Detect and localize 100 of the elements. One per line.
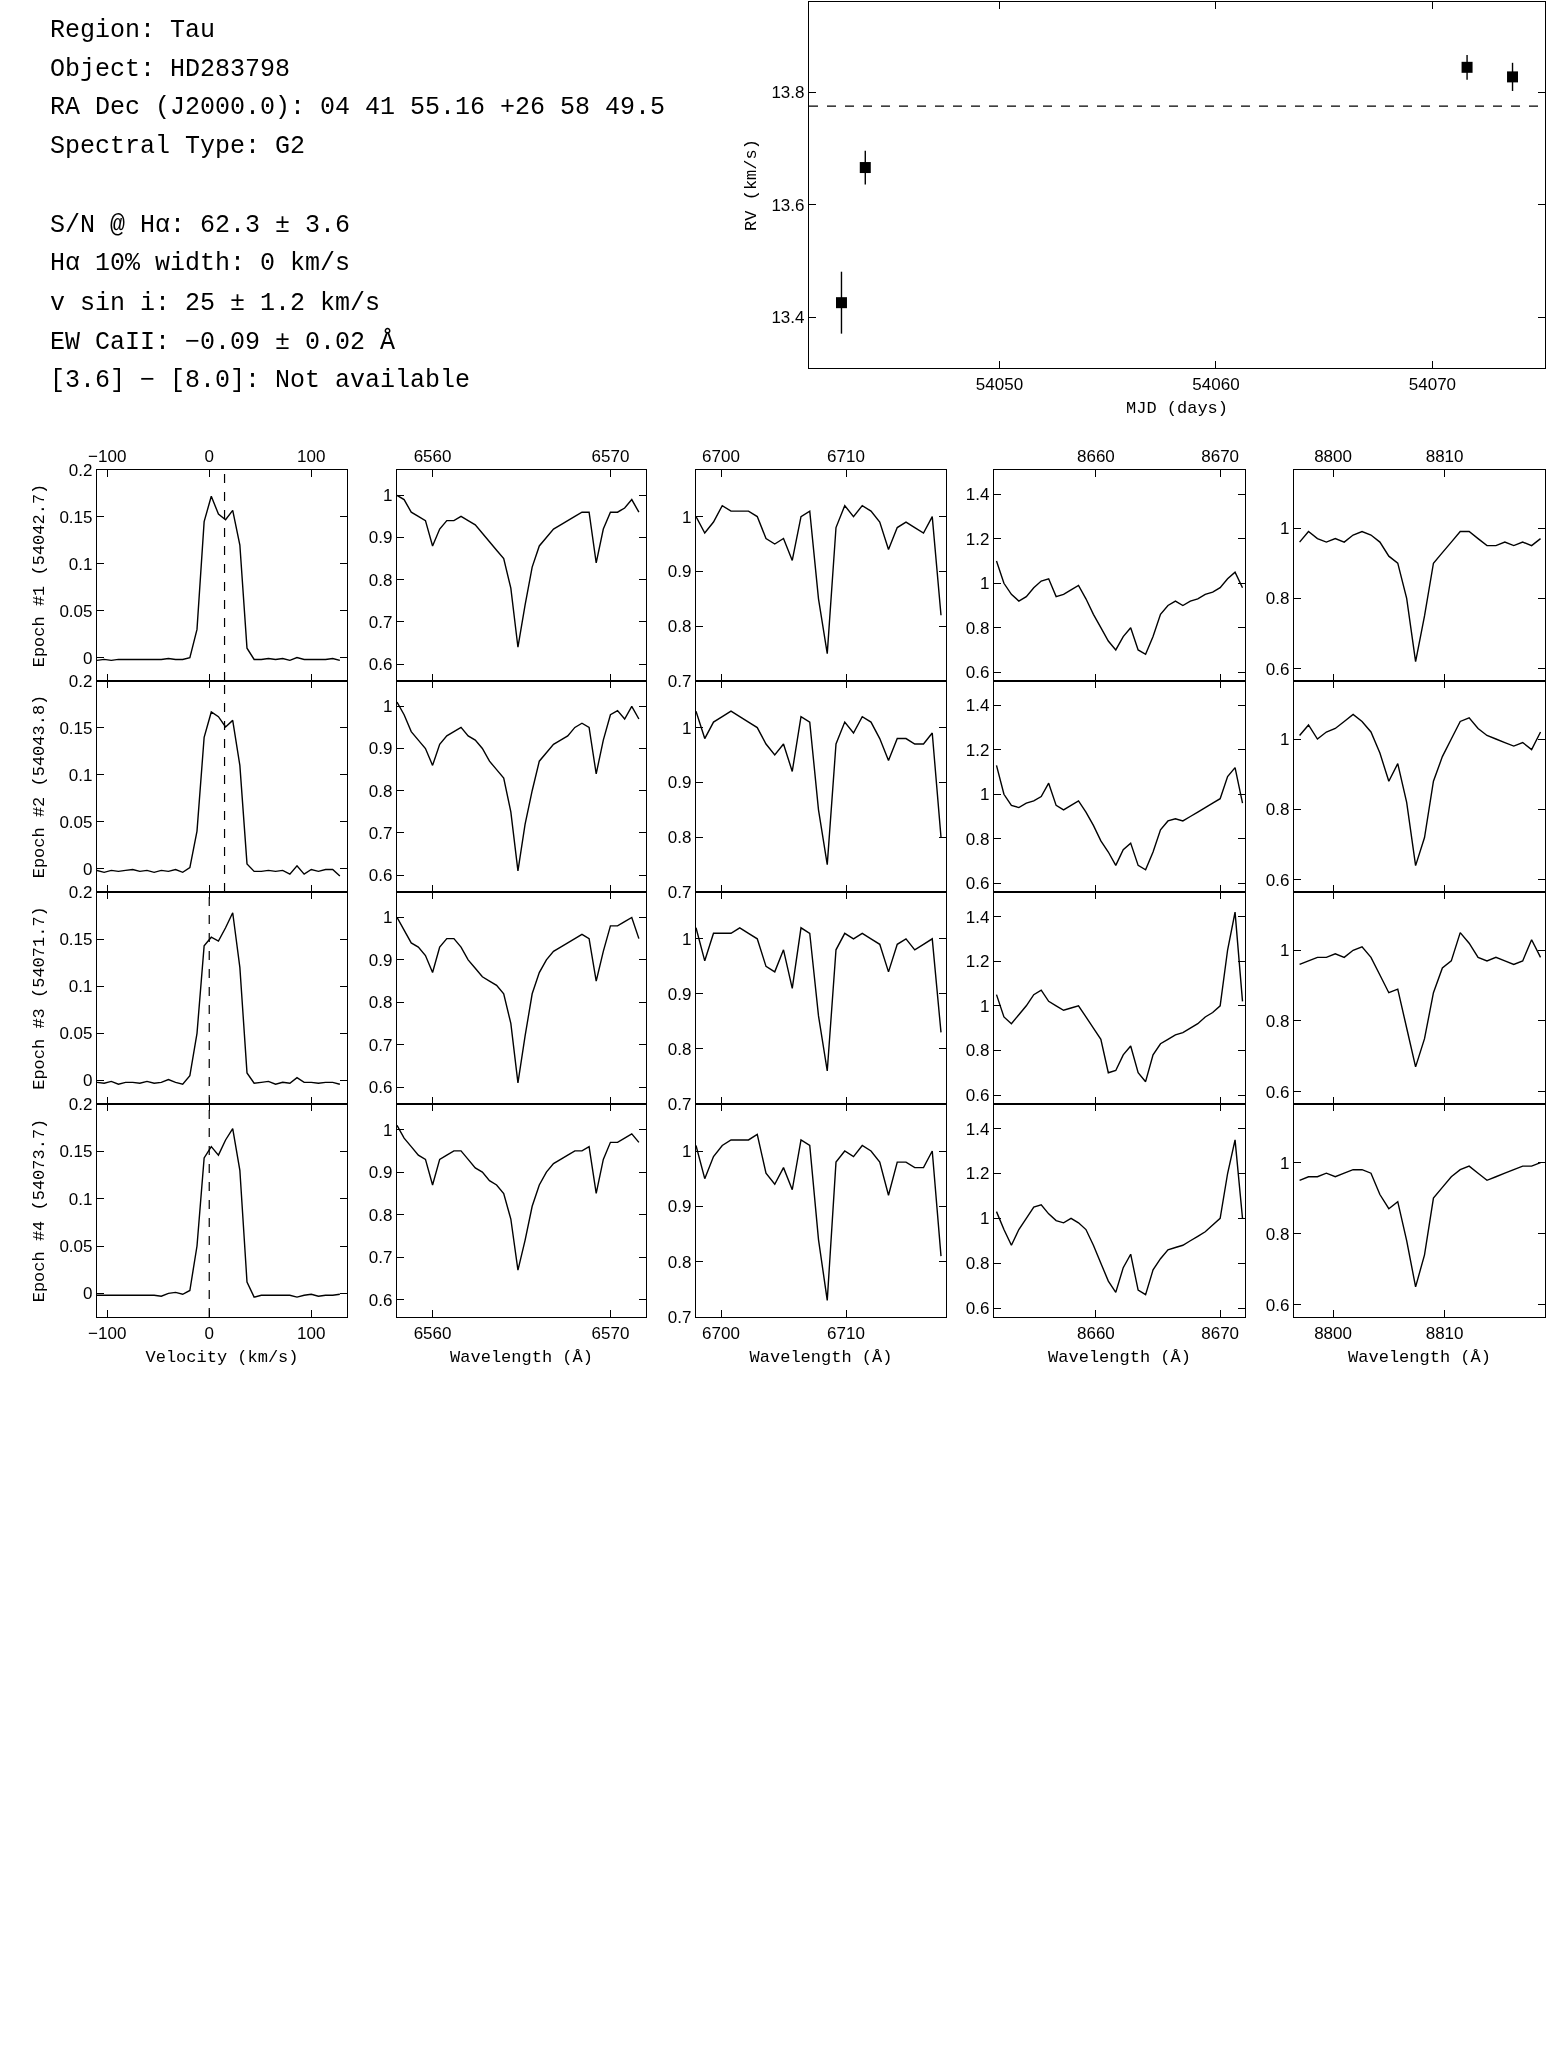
text: RA Dec (J2000.0): 04 41 55.16 +26 58 49.5 <box>50 93 666 122</box>
y-tick-label: 0.2 <box>68 671 93 691</box>
y-tick-label: 0 <box>83 1284 93 1304</box>
line-series <box>1298 931 1542 1068</box>
y-tick-label: 0.05 <box>59 1024 93 1044</box>
y-tick-label: 0.6 <box>1265 1295 1290 1315</box>
y-tick-label: 0.8 <box>965 1041 990 1061</box>
x-axis-title: Wavelength (Å) <box>1348 1347 1491 1367</box>
y-tick-label: 0.15 <box>59 930 93 950</box>
y-axis-title: Epoch #1 (54042.7) <box>29 483 49 668</box>
y-tick-label: 0 <box>83 859 93 879</box>
y-tick-label: 1 <box>682 507 692 527</box>
text: EW CaII: −0.09 ± 0.02 Å <box>50 327 396 357</box>
y-tick-label: 0.6 <box>368 1077 393 1097</box>
line-series <box>1298 713 1542 867</box>
y-tick-label: 0 <box>83 1071 93 1091</box>
y-tick-label: 1 <box>1280 729 1290 749</box>
x-tick-label: 6700 <box>702 1323 740 1343</box>
y-tick-label: 1.4 <box>965 485 990 505</box>
text: Spectral Type: G2 <box>50 132 306 161</box>
y-axis-title: Epoch #4 (54073.7) <box>29 1118 49 1303</box>
y-tick-label: 0.7 <box>368 1248 393 1268</box>
y-tick-label: 0.8 <box>368 570 393 590</box>
y-tick-label: 1 <box>1280 1153 1290 1173</box>
x-tick-label: 6560 <box>413 1323 452 1343</box>
y-tick-label: 1 <box>980 785 990 805</box>
x-tick-label: 54060 <box>1192 374 1240 394</box>
y-tick-label: 0.8 <box>965 829 990 849</box>
y-tick-label: 0.6 <box>1265 659 1290 679</box>
x-tick-label: 0 <box>204 1323 214 1343</box>
y-tick-label: 0.6 <box>368 655 393 675</box>
y-tick-label: 0.2 <box>68 460 93 480</box>
y-tick-label: 0.6 <box>368 866 393 886</box>
y-tick-label: 0.6 <box>965 663 990 683</box>
y-tick-label: 0.9 <box>667 1197 692 1217</box>
x-tick-label: 6710 <box>827 1323 865 1343</box>
y-tick-label: 0.9 <box>368 739 393 759</box>
y-tick-label: 1.2 <box>965 740 990 760</box>
x-axis-title: Wavelength (Å) <box>749 1347 893 1367</box>
y-tick-label: 0.8 <box>1265 1011 1290 1031</box>
y-tick-label: 1 <box>682 929 692 949</box>
y-tick-label: 0.6 <box>1265 1082 1290 1102</box>
y-tick-label: 0.8 <box>1265 1224 1290 1244</box>
y-tick-label: 1.2 <box>965 1164 990 1184</box>
y-tick-label: 0.05 <box>59 601 93 621</box>
point <box>1461 61 1473 73</box>
y-tick-label: 0.9 <box>368 950 393 970</box>
y-tick-label: 0.6 <box>368 1290 393 1310</box>
y-tick-label: 0.05 <box>59 1236 93 1256</box>
y-tick-label: 1.2 <box>965 529 990 549</box>
y-tick-label: 0.8 <box>667 1252 692 1272</box>
x-tick-label: 6570 <box>591 1323 630 1343</box>
y-tick-label: 0.9 <box>667 984 692 1004</box>
y-tick-label: 0.8 <box>368 1205 393 1225</box>
x2-tick-label: 8660 <box>1076 447 1115 467</box>
x-axis-title: MJD (days) <box>1125 398 1229 418</box>
y-tick-label: 0.6 <box>1265 870 1290 890</box>
y-tick-label: 0.9 <box>667 562 692 582</box>
y-tick-label: 0.6 <box>965 1298 990 1318</box>
x-tick-label: 54070 <box>1408 374 1457 394</box>
y-tick-label: 1.2 <box>965 952 990 972</box>
y-tick-label: 1 <box>383 908 393 928</box>
y-tick-label: 13.6 <box>771 195 805 215</box>
x-tick-label: 8670 <box>1201 1323 1240 1343</box>
y-tick-label: 0.7 <box>368 612 393 632</box>
y-tick-label: 1 <box>1280 941 1290 961</box>
x-axis-title: Wavelength (Å) <box>450 1347 593 1367</box>
y-tick-label: 13.8 <box>771 83 805 103</box>
x-axis-title: Wavelength (Å) <box>1048 1347 1191 1367</box>
line-series <box>1298 530 1542 663</box>
y-tick-label: 0.7 <box>368 823 393 843</box>
line-series <box>995 1139 1244 1296</box>
text: v sin i: 25 ± 1.2 km/s <box>50 289 381 318</box>
y-tick-label: 0.8 <box>1265 800 1290 820</box>
text: [3.6] − [8.0]: Not available <box>50 366 471 395</box>
text: Hα 10% width: 0 km/s <box>50 249 351 278</box>
y-tick-label: 0.1 <box>68 1189 93 1209</box>
text: Region: Tau <box>50 16 216 45</box>
y-tick-label: 0.15 <box>59 1142 93 1162</box>
y-tick-label: 1.4 <box>965 696 990 716</box>
point <box>1507 71 1519 83</box>
y-tick-label: 0.8 <box>368 993 393 1013</box>
y-tick-label: 0.8 <box>965 618 990 638</box>
x2-tick-label: 8810 <box>1425 447 1464 467</box>
line-series <box>995 911 1244 1083</box>
y-tick-label: 1 <box>682 718 692 738</box>
y-tick-label: 1 <box>383 697 393 717</box>
x2-tick-label: 100 <box>297 447 326 467</box>
y-tick-label: 0.15 <box>59 718 93 738</box>
x2-tick-label: 6570 <box>591 447 630 467</box>
y-tick-label: 1 <box>1280 518 1290 538</box>
y-tick-label: 0.8 <box>1265 589 1290 609</box>
y-tick-label: 0.8 <box>667 1039 692 1059</box>
y-axis-title: RV (km/s) <box>741 139 761 231</box>
y-tick-label: 0.7 <box>667 882 692 902</box>
y-tick-label: 0.9 <box>368 1163 393 1183</box>
y-tick-label: 0.8 <box>965 1254 990 1274</box>
y-tick-label: 0.8 <box>368 781 393 801</box>
y-tick-label: 0.7 <box>667 1094 692 1114</box>
x-tick-label: 100 <box>297 1323 326 1343</box>
